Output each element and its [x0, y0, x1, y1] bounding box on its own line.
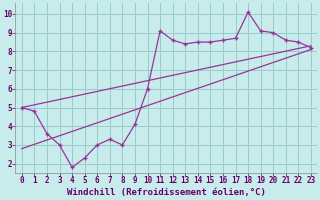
- X-axis label: Windchill (Refroidissement éolien,°C): Windchill (Refroidissement éolien,°C): [67, 188, 266, 197]
